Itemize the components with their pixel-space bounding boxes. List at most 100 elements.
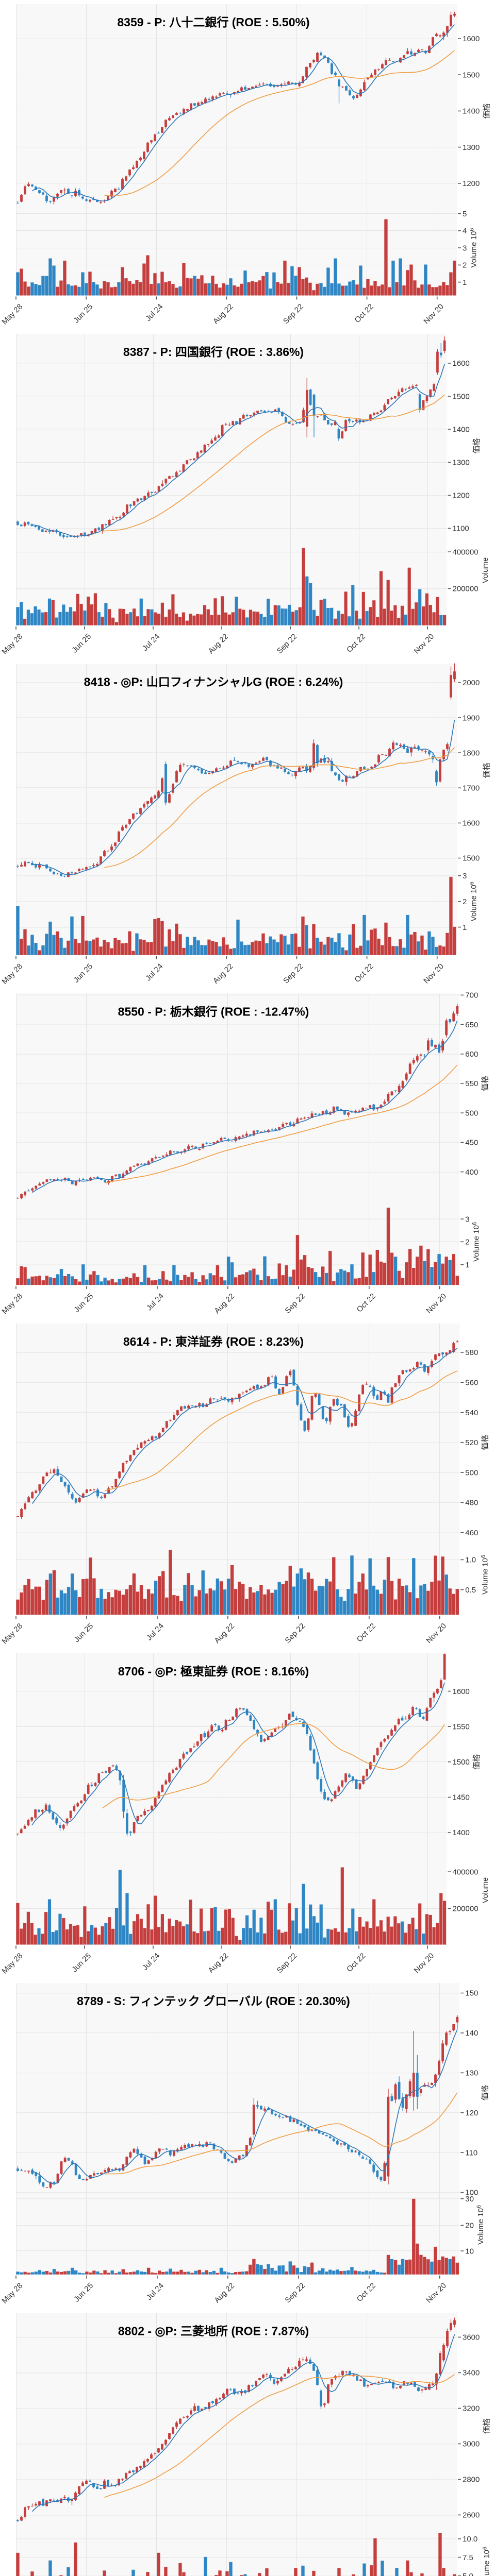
svg-text:Jul 24: Jul 24 [145, 1292, 166, 1312]
svg-text:1300: 1300 [463, 143, 480, 152]
svg-text:700: 700 [465, 991, 478, 1000]
svg-text:1400: 1400 [463, 107, 480, 116]
svg-text:7.5: 7.5 [463, 2553, 473, 2562]
svg-text:3: 3 [463, 872, 467, 880]
svg-text:1900: 1900 [463, 714, 480, 722]
svg-text:1500: 1500 [463, 854, 480, 863]
svg-text:2: 2 [463, 897, 467, 906]
svg-text:3400: 3400 [463, 2369, 480, 2378]
svg-text:価格: 価格 [481, 1435, 490, 1450]
svg-text:価格: 価格 [483, 2418, 491, 2434]
svg-text:Aug 22: Aug 22 [211, 302, 235, 326]
svg-text:Volume 106: Volume 106 [481, 1555, 490, 1595]
svg-text:Jun 25: Jun 25 [70, 632, 93, 655]
svg-text:Jun 25: Jun 25 [70, 1952, 93, 1974]
svg-text:Volume 106: Volume 106 [472, 1222, 481, 1262]
svg-text:2600: 2600 [463, 2511, 480, 2520]
svg-text:Nov 20: Nov 20 [424, 1621, 448, 1645]
svg-text:2800: 2800 [463, 2476, 480, 2484]
svg-text:560: 560 [465, 1379, 478, 1387]
svg-text:2: 2 [463, 261, 467, 270]
svg-text:Aug 22: Aug 22 [212, 2281, 236, 2305]
svg-text:200000: 200000 [453, 585, 478, 594]
svg-text:Sep 22: Sep 22 [282, 302, 305, 326]
svg-text:1200: 1200 [463, 179, 480, 188]
svg-text:3: 3 [465, 1215, 469, 1224]
svg-text:0.5: 0.5 [465, 1586, 476, 1595]
svg-text:400: 400 [465, 1168, 478, 1177]
svg-text:Oct 22: Oct 22 [353, 962, 375, 984]
svg-text:Sep 22: Sep 22 [275, 1952, 299, 1975]
svg-text:8550 - P: 栃木銀行 (ROE : -12.47%): 8550 - P: 栃木銀行 (ROE : -12.47%) [118, 1005, 309, 1019]
svg-text:8789 - S: フィンテック グローバル (ROE :: 8789 - S: フィンテック グローバル (ROE : 20.30%) [77, 1994, 350, 2008]
svg-text:1.0: 1.0 [465, 1556, 476, 1565]
svg-text:Sep 22: Sep 22 [282, 962, 305, 986]
svg-text:Jul 24: Jul 24 [141, 632, 161, 653]
svg-text:8614 - P: 東洋証券 (ROE : 8.23%): 8614 - P: 東洋証券 (ROE : 8.23%) [123, 1335, 304, 1348]
svg-text:Jun 25: Jun 25 [72, 1621, 95, 1644]
svg-text:Nov 20: Nov 20 [424, 1292, 448, 1315]
svg-text:1600: 1600 [453, 1687, 470, 1696]
svg-text:May 28: May 28 [0, 2281, 24, 2306]
svg-text:価格: 価格 [472, 438, 481, 453]
svg-text:450: 450 [465, 1139, 478, 1147]
svg-text:120: 120 [465, 2109, 478, 2117]
svg-text:3000: 3000 [463, 2440, 480, 2449]
svg-text:400000: 400000 [453, 1868, 478, 1876]
svg-text:1400: 1400 [453, 1828, 470, 1837]
svg-text:2000: 2000 [463, 679, 480, 687]
svg-text:540: 540 [465, 1409, 478, 1417]
svg-text:600: 600 [465, 1050, 478, 1059]
svg-text:May 28: May 28 [0, 1292, 24, 1316]
svg-text:May 28: May 28 [0, 632, 24, 656]
svg-text:Volume: Volume [481, 1877, 490, 1903]
svg-text:1500: 1500 [463, 71, 480, 79]
svg-text:460: 460 [465, 1529, 478, 1537]
svg-text:500: 500 [465, 1468, 478, 1477]
svg-text:Oct 22: Oct 22 [355, 1292, 377, 1314]
svg-text:Oct 22: Oct 22 [355, 1621, 377, 1643]
svg-text:Jul 24: Jul 24 [145, 2281, 166, 2302]
svg-text:Nov 20: Nov 20 [412, 1952, 436, 1975]
svg-text:1800: 1800 [463, 749, 480, 757]
svg-text:Oct 22: Oct 22 [345, 1952, 367, 1974]
svg-text:Aug 22: Aug 22 [211, 962, 235, 986]
svg-text:価格: 価格 [481, 1076, 490, 1091]
svg-text:30: 30 [465, 2195, 474, 2204]
svg-text:130: 130 [465, 2069, 478, 2078]
svg-text:5: 5 [463, 210, 467, 218]
svg-text:Aug 22: Aug 22 [207, 632, 230, 656]
svg-text:Volume 106: Volume 106 [476, 2205, 485, 2245]
svg-text:550: 550 [465, 1079, 478, 1088]
svg-text:May 28: May 28 [0, 1621, 24, 1646]
svg-text:1550: 1550 [453, 1722, 470, 1731]
svg-text:500: 500 [465, 1109, 478, 1117]
svg-text:400000: 400000 [453, 548, 478, 556]
svg-text:5.0: 5.0 [463, 2572, 473, 2576]
svg-text:480: 480 [465, 1499, 478, 1507]
svg-text:140: 140 [465, 2029, 478, 2038]
svg-text:Jul 24: Jul 24 [145, 1621, 166, 1642]
svg-text:Sep 22: Sep 22 [283, 1292, 307, 1315]
svg-text:Nov 20: Nov 20 [424, 2281, 448, 2305]
svg-text:価格: 価格 [483, 762, 491, 778]
svg-text:1700: 1700 [463, 784, 480, 793]
svg-text:1500: 1500 [453, 392, 470, 401]
svg-text:Volume 106: Volume 106 [469, 228, 478, 268]
svg-text:1: 1 [463, 278, 467, 287]
svg-text:1200: 1200 [453, 492, 470, 500]
svg-text:Nov 20: Nov 20 [422, 302, 446, 326]
svg-text:1450: 1450 [453, 1793, 470, 1802]
svg-text:1500: 1500 [453, 1758, 470, 1767]
svg-text:Jul 24: Jul 24 [144, 302, 164, 323]
svg-text:Volume: Volume [481, 557, 490, 583]
svg-text:8706 - ◎P: 極東証券 (ROE : 8.16%): 8706 - ◎P: 極東証券 (ROE : 8.16%) [118, 1665, 309, 1678]
svg-text:Volume 106: Volume 106 [469, 882, 478, 921]
svg-text:200000: 200000 [453, 1905, 478, 1913]
svg-text:Jul 24: Jul 24 [144, 962, 164, 982]
svg-text:1: 1 [465, 1261, 469, 1269]
svg-text:8418 - ◎P: 山口フィナンシャルG (ROE : 6: 8418 - ◎P: 山口フィナンシャルG (ROE : 6.24%) [84, 675, 343, 688]
svg-text:3600: 3600 [463, 2333, 480, 2342]
svg-text:1: 1 [463, 923, 467, 932]
svg-text:Aug 22: Aug 22 [212, 1621, 236, 1645]
